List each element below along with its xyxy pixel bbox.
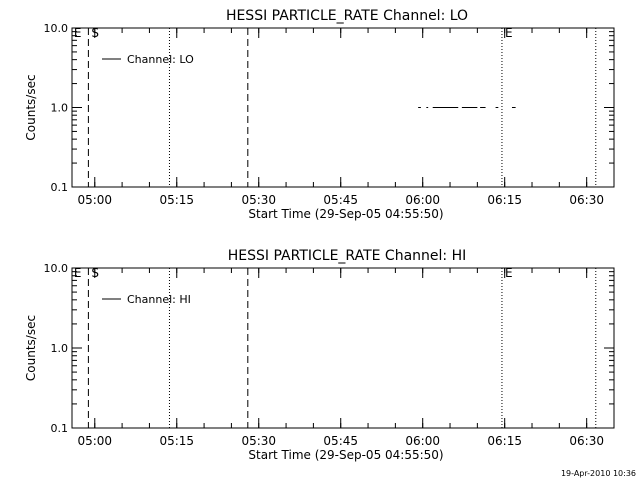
y-tick-label: 1.0	[51, 342, 69, 355]
y-tick-label: 0.1	[51, 181, 69, 194]
footer-timestamp: 19-Apr-2010 10:36	[561, 469, 636, 478]
plot-frame	[71, 27, 615, 188]
event-marker-label: E	[74, 266, 82, 280]
x-tick-label: 05:30	[241, 193, 276, 207]
event-marker-label: E	[74, 26, 82, 40]
x-tick-label: 05:00	[77, 193, 112, 207]
event-marker-label: S	[91, 26, 99, 40]
x-tick-label: 06:30	[569, 193, 604, 207]
event-marker-label: E	[505, 26, 513, 40]
x-tick-label: 06:30	[569, 434, 604, 448]
y-axis-label: Counts/sec	[24, 315, 38, 381]
x-tick-label: 05:00	[77, 434, 112, 448]
chart-title: HESSI PARTICLE_RATE Channel: LO	[226, 8, 468, 24]
y-tick-label: 0.1	[51, 422, 69, 435]
chart-panel-1: HESSI PARTICLE_RATE Channel: HI 10.0 1.0 0.…	[24, 248, 615, 462]
x-tick-label: 05:30	[241, 434, 276, 448]
legend-label: Channel: LO	[127, 53, 194, 66]
chart-title: HESSI PARTICLE_RATE Channel: HI	[228, 248, 466, 264]
x-tick-label: 05:15	[159, 434, 194, 448]
legend-label: Channel: HI	[127, 293, 191, 306]
x-axis-label: Start Time (29-Sep-05 04:55:50)	[248, 207, 443, 221]
event-marker-label: E	[505, 266, 513, 280]
x-tick-label: 06:00	[405, 434, 440, 448]
y-tick-label: 10.0	[44, 22, 69, 35]
x-tick-label: 05:45	[323, 434, 358, 448]
y-axis-label: Counts/sec	[24, 74, 38, 140]
event-marker-label: S	[91, 266, 99, 280]
x-tick-label: 05:45	[323, 193, 358, 207]
y-tick-label: 10.0	[44, 262, 69, 275]
y-tick-label: 1.0	[51, 102, 69, 115]
plot-frame	[71, 267, 615, 429]
x-axis-label: Start Time (29-Sep-05 04:55:50)	[248, 448, 443, 462]
x-tick-label: 06:15	[487, 434, 522, 448]
chart-panel-0: HESSI PARTICLE_RATE Channel: LO 10.0 1.0 0.…	[24, 8, 615, 221]
x-tick-label: 06:15	[487, 193, 522, 207]
x-tick-label: 05:15	[159, 193, 194, 207]
x-tick-label: 06:00	[405, 193, 440, 207]
